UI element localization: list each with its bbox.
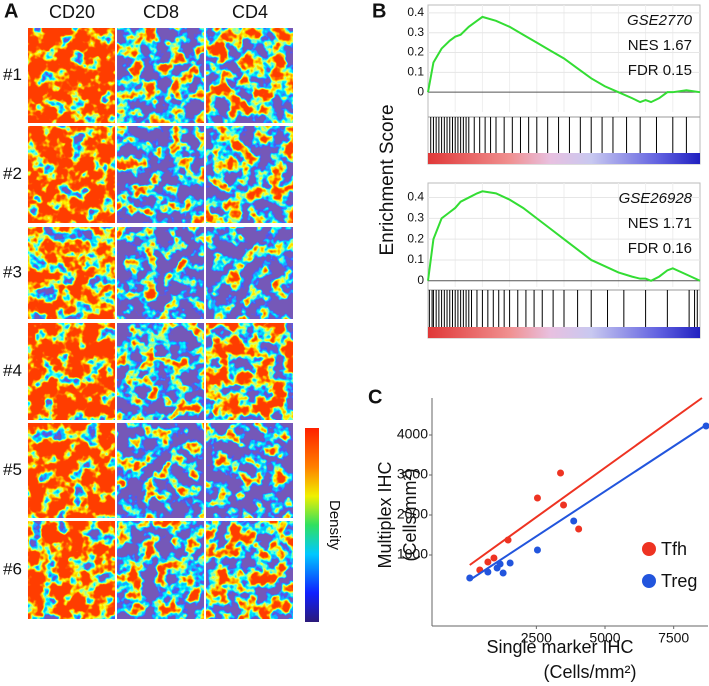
column-label: CD8 (143, 2, 179, 22)
point (484, 558, 492, 566)
point (466, 574, 474, 582)
x-axis-label: Single marker IHC (486, 637, 633, 657)
heatmap-tile (28, 423, 115, 518)
heatmap-tile (117, 28, 204, 123)
y-axis-label: Multiplex IHC (375, 461, 395, 568)
heatmap-tile (206, 423, 293, 518)
row-label: #4 (3, 361, 22, 380)
heatmap-tile (117, 126, 204, 223)
column-label: CD20 (49, 2, 95, 22)
y-tick-label: 1000 (397, 546, 428, 562)
heatmap-tile (206, 521, 293, 619)
x-tick-label: 7500 (658, 630, 689, 646)
heatmap-tile (206, 323, 293, 420)
y-tick-label: 0.2 (407, 231, 424, 245)
x-tick-label: 2500 (521, 630, 552, 646)
colorbar (305, 428, 319, 622)
panel-label: A (4, 0, 18, 22)
x-axis-label: (Cells/mm²) (544, 662, 637, 682)
annotation: FDR 0.15 (628, 62, 692, 79)
heatmap-tile (206, 126, 293, 223)
point (560, 501, 568, 509)
colorbar-label: Density (326, 500, 343, 551)
legend-marker (642, 574, 656, 588)
annotation: NES 1.71 (628, 215, 692, 232)
y-tick-label: 3000 (397, 466, 428, 482)
point (702, 422, 709, 430)
fit-line (469, 424, 707, 581)
point (490, 554, 498, 562)
point (557, 469, 565, 477)
point (570, 517, 578, 525)
row-label: #3 (3, 262, 22, 281)
point (533, 494, 541, 502)
y-tick-label: 0.4 (407, 5, 424, 19)
y-axis-label: (Cells/mm²) (400, 469, 420, 562)
point (504, 536, 512, 544)
rank-bar (428, 153, 700, 164)
row-label: #5 (3, 460, 22, 479)
y-tick-label: 0 (417, 84, 424, 98)
rank-bar (428, 327, 700, 338)
heatmap-tile (28, 28, 115, 123)
heatmap-tile (117, 423, 204, 518)
y-tick-label: 0 (417, 273, 424, 287)
panel-label: B (372, 0, 386, 22)
heatmap-tile (117, 227, 204, 319)
heatmap-tile (28, 126, 115, 223)
point (496, 560, 504, 568)
row-label: #1 (3, 65, 22, 84)
row-label: #6 (3, 559, 22, 578)
column-label: CD4 (232, 2, 268, 22)
legend-marker (642, 542, 656, 556)
heatmap-tile (206, 227, 293, 319)
legend-label: Treg (661, 571, 697, 591)
annotation: NES 1.67 (628, 37, 692, 54)
y-tick-label: 0.3 (407, 211, 424, 225)
y-tick-label: 0.1 (407, 65, 424, 79)
heatmap-tile (28, 323, 115, 420)
enrichment-line (427, 190, 701, 282)
y-tick-label: 2000 (397, 506, 428, 522)
enrichment-line (427, 15, 701, 104)
y-tick-label: 0.3 (407, 25, 424, 39)
y-tick-label: 0.1 (407, 252, 424, 266)
annotation: FDR 0.16 (628, 240, 692, 257)
heatmap-tile (117, 521, 204, 619)
point (575, 525, 583, 533)
y-tick-label: 4000 (397, 426, 428, 442)
panel-label: C (368, 386, 382, 408)
point (484, 568, 492, 576)
heatmap-tile (28, 227, 115, 319)
x-tick-label: 5000 (589, 630, 620, 646)
y-tick-label: 0.4 (407, 190, 424, 204)
heatmap-tile (28, 521, 115, 619)
point (499, 569, 507, 577)
point (506, 559, 514, 567)
point (533, 546, 541, 554)
heatmap-tile (117, 323, 204, 420)
heatmap-tile (206, 28, 293, 123)
annotation: GSE2770 (627, 12, 693, 29)
annotation: GSE26928 (619, 190, 693, 207)
y-axis-label: Enrichment Score (377, 104, 398, 255)
row-label: #2 (3, 164, 22, 183)
y-tick-label: 0.2 (407, 45, 424, 59)
legend-label: Tfh (661, 539, 687, 559)
